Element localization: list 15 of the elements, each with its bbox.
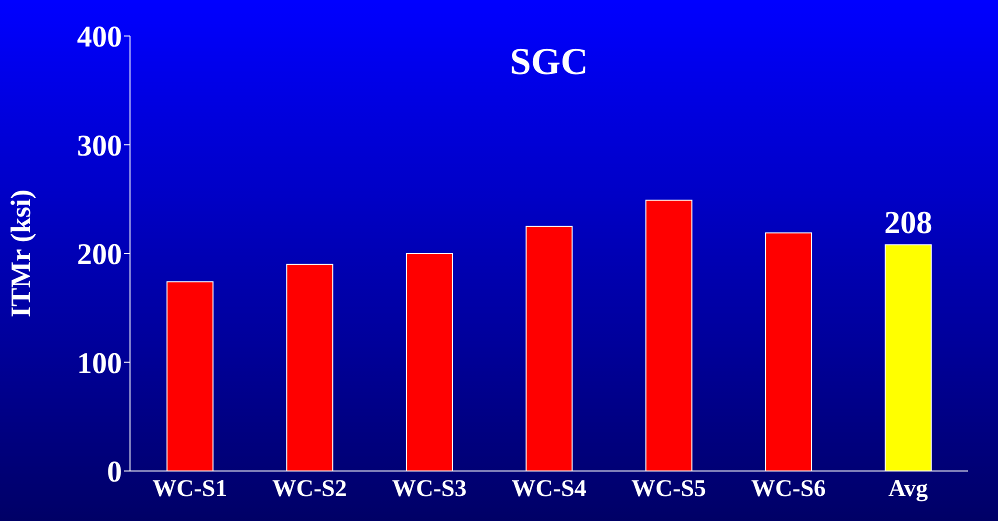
y-tick-label: 200 bbox=[77, 238, 122, 272]
data-label: 208 bbox=[884, 204, 932, 240]
x-tick-label: WC-S3 bbox=[392, 476, 467, 502]
x-tick-label: WC-S1 bbox=[152, 476, 228, 502]
y-tick-label: 400 bbox=[77, 20, 122, 54]
y-tick-label: 0 bbox=[107, 456, 122, 489]
x-tick-label: Avg bbox=[888, 476, 928, 502]
x-tick-label: WC-S4 bbox=[512, 476, 586, 502]
x-tick-label: WC-S5 bbox=[631, 476, 706, 502]
y-tick-label: 100 bbox=[77, 346, 122, 380]
chart-title: SGC bbox=[508, 40, 590, 84]
x-tick-label: WC-S6 bbox=[751, 476, 826, 502]
y-tick-label: 300 bbox=[77, 129, 122, 162]
x-tick-label: WC-S2 bbox=[272, 476, 347, 502]
y-axis-title: ITMr (ksi) bbox=[6, 190, 37, 318]
